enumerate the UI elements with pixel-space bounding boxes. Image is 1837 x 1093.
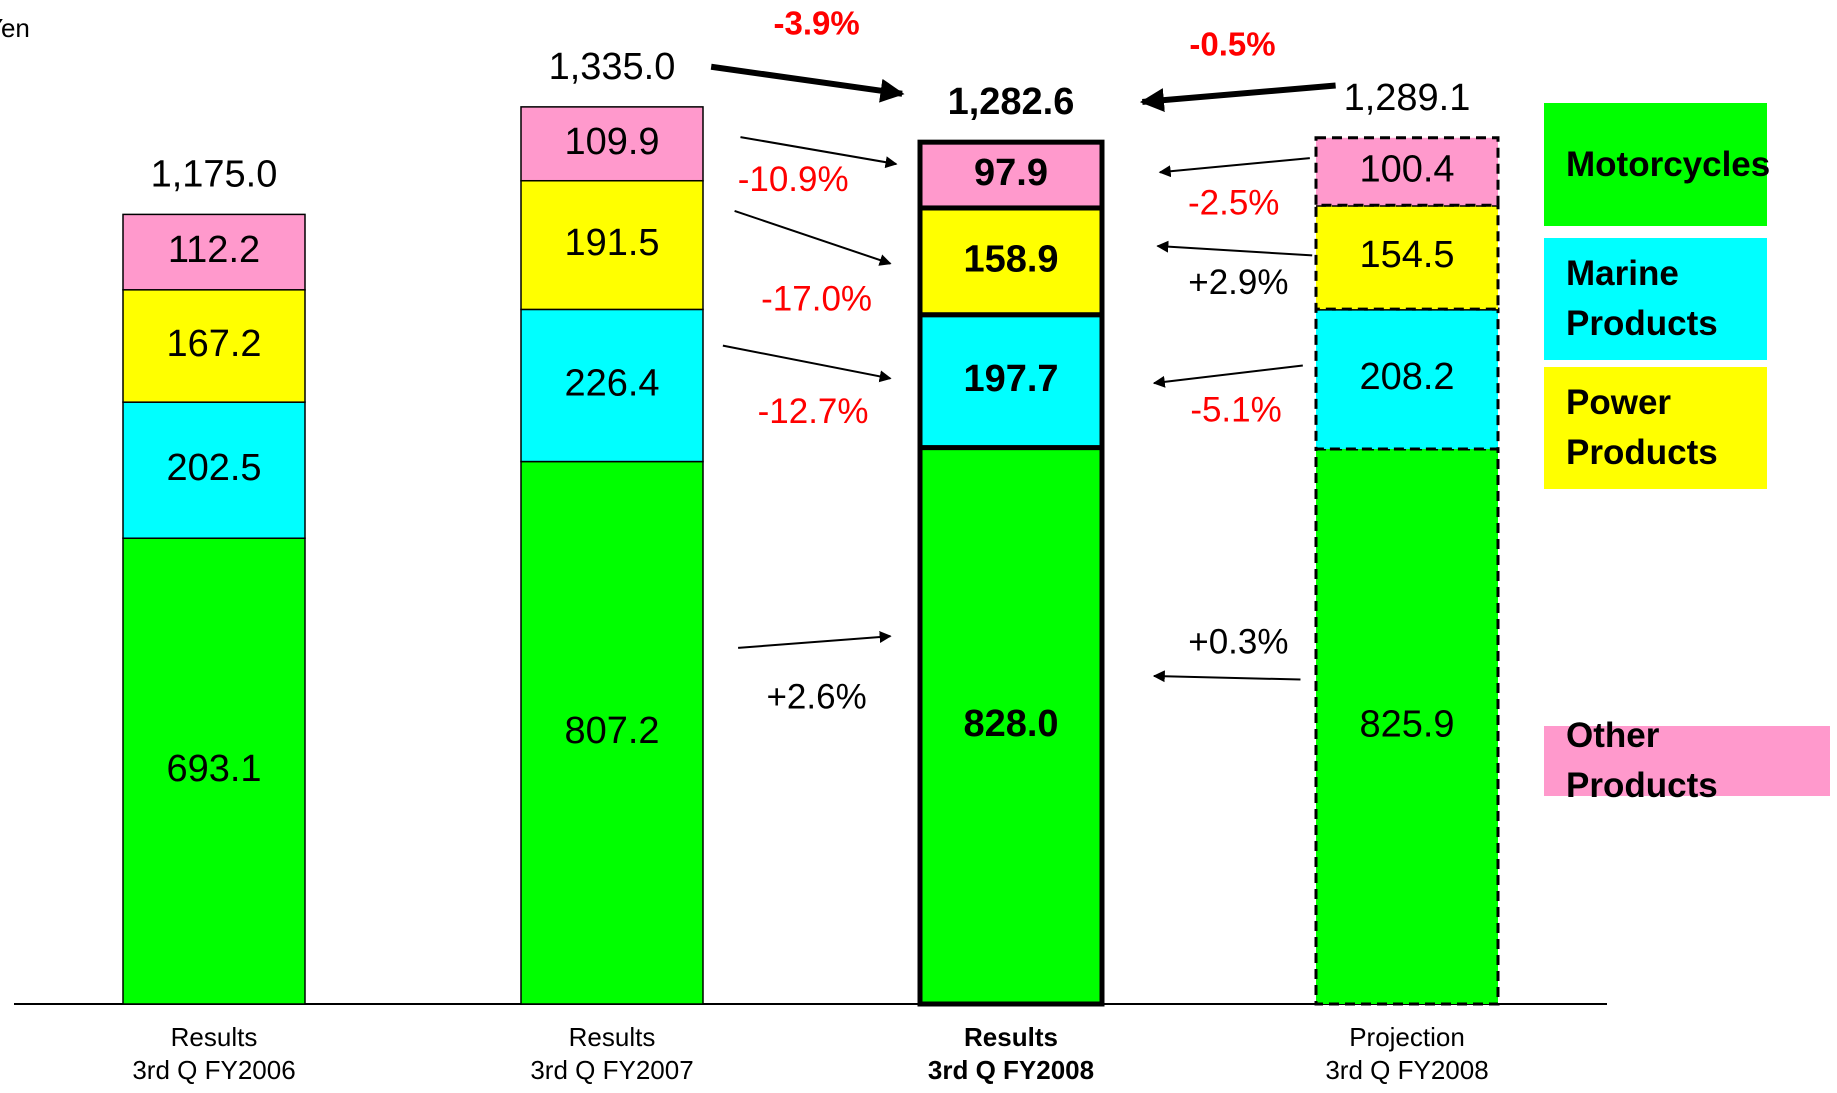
value-label: 825.9 (1359, 704, 1454, 746)
legend-item: Other Products (1544, 716, 1830, 805)
bar-segment (1314, 136, 1500, 207)
change-label: +2.6% (766, 678, 866, 717)
value-label: 202.5 (166, 447, 261, 489)
change-arrow (734, 209, 892, 266)
bar-segment (917, 445, 1105, 1007)
change-label: +2.9% (1188, 263, 1288, 302)
bar-segment (1314, 203, 1500, 311)
total-label: 1,175.0 (151, 153, 278, 195)
change-label: -2.5% (1188, 183, 1279, 222)
bar-segment (1314, 447, 1500, 1006)
value-label: 693.1 (166, 748, 261, 790)
total-label: 1,289.1 (1344, 77, 1471, 119)
bar-segment (1314, 307, 1500, 451)
change-arrow (1152, 364, 1303, 388)
bar-segment (520, 460, 704, 1005)
value-label: 208.2 (1359, 356, 1454, 398)
change-label: -5.1% (1190, 391, 1281, 430)
value-label: 807.2 (564, 710, 659, 752)
change-label: -3.9% (773, 4, 859, 41)
x-tick-label: Results (569, 1022, 656, 1052)
value-label: 97.9 (974, 152, 1048, 194)
value-label: 197.7 (963, 358, 1058, 400)
change-arrow (738, 631, 892, 649)
x-tick-label: 3rd Q FY2008 (928, 1055, 1094, 1085)
unit-label: Yen (0, 13, 30, 43)
bar-segment (917, 139, 1105, 211)
x-tick-label: Results (964, 1022, 1058, 1052)
change-arrow (722, 344, 892, 383)
change-arrow (1152, 670, 1301, 683)
change-arrow (1158, 157, 1310, 178)
value-label: 167.2 (166, 323, 261, 365)
value-label: 100.4 (1359, 149, 1454, 191)
value-label: 154.5 (1359, 234, 1454, 276)
bar-segment (122, 401, 306, 539)
value-label: 828.0 (963, 703, 1058, 745)
change-arrow (1156, 240, 1313, 257)
change-label: +0.3% (1188, 623, 1288, 662)
x-tick-label: Projection (1349, 1022, 1465, 1052)
change-arrow (1139, 82, 1336, 113)
change-arrow (710, 63, 905, 103)
value-label: 158.9 (963, 238, 1058, 280)
bar-segment (520, 106, 704, 182)
legend-item: Power Products (1544, 367, 1767, 489)
total-label: 1,335.0 (549, 46, 676, 88)
value-label: 191.5 (564, 222, 659, 264)
value-label: 109.9 (564, 121, 659, 163)
value-label: 226.4 (564, 363, 659, 405)
x-tick-label: Results (171, 1022, 258, 1052)
value-label: 112.2 (168, 229, 260, 271)
change-label: -0.5% (1189, 26, 1275, 63)
legend-item: Motorcycles (1544, 103, 1770, 226)
legend-item: Marine Products (1544, 238, 1767, 360)
x-tick-label: 3rd Q FY2006 (132, 1055, 295, 1085)
change-label: -12.7% (758, 392, 869, 431)
bar-segment (122, 213, 306, 291)
x-tick-label: 3rd Q FY2008 (1325, 1055, 1488, 1085)
bar-segment (520, 308, 704, 463)
x-tick-label: 3rd Q FY2007 (530, 1055, 693, 1085)
total-label: 1,282.6 (948, 81, 1075, 123)
change-label: -17.0% (761, 279, 872, 318)
bar-segment (122, 289, 306, 403)
change-label: -10.9% (738, 160, 849, 199)
bar-segment (520, 179, 704, 311)
change-arrow (740, 136, 898, 169)
bar-segment (122, 537, 306, 1005)
